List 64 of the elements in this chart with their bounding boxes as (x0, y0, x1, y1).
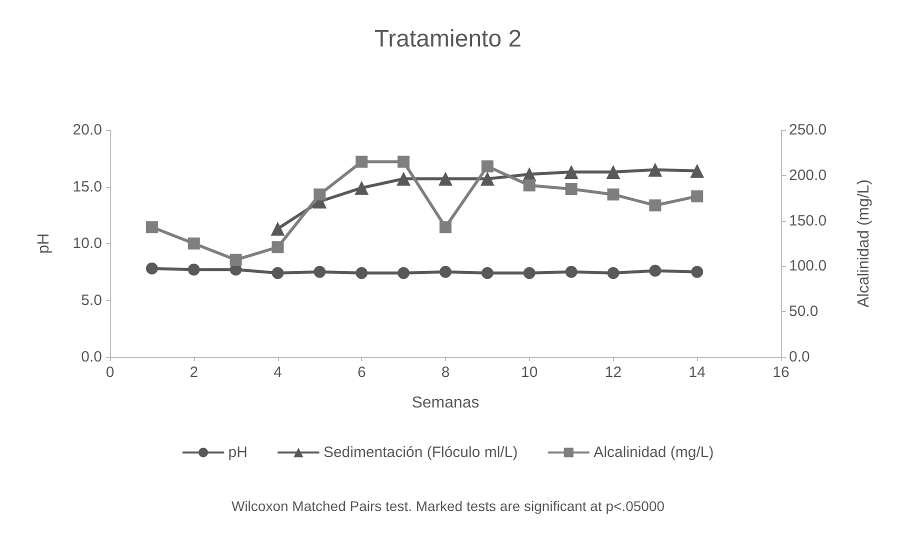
point (480, 172, 494, 186)
point (230, 254, 242, 266)
y-tick-label: 15.0 (72, 178, 102, 196)
x-tick-label: 0 (106, 364, 114, 381)
x-tick-label: 4 (274, 364, 282, 381)
text: Wilcoxon Matched Pairs test. Marked tests are significant at p<.05000 (231, 498, 665, 514)
point (691, 190, 704, 202)
point (396, 172, 411, 186)
y2-tick-label: 50.0 (789, 303, 818, 320)
x-tick-label: 16 (772, 364, 790, 381)
point (481, 160, 494, 172)
point (270, 222, 285, 236)
point (649, 264, 662, 277)
x-tick-label: 14 (688, 364, 706, 381)
point (146, 221, 158, 234)
point (648, 162, 662, 177)
y-tick-label: 5.0 (81, 292, 102, 309)
point (565, 266, 578, 278)
point (606, 164, 620, 179)
point (272, 267, 284, 280)
point (356, 267, 368, 280)
y-tick-label: 10.0 (72, 235, 102, 252)
point (188, 264, 200, 276)
legend-label: Alcalinidad (mg/L) (594, 444, 714, 461)
x-tick-label: 6 (357, 364, 366, 381)
point (398, 267, 410, 280)
y-tick-label: 20.0 (72, 122, 102, 138)
x-axis-title: Semanas (412, 394, 480, 412)
point (649, 199, 662, 212)
point (565, 183, 578, 196)
y2-tick-label: 150.0 (789, 212, 827, 230)
y2-tick-label: 200.0 (789, 166, 827, 184)
point (314, 266, 326, 278)
point (523, 179, 536, 192)
point (438, 172, 452, 186)
point (398, 156, 410, 168)
y-axis-title: pH (36, 233, 52, 254)
point (691, 266, 704, 278)
y2-tick-label: 100.0 (789, 258, 827, 275)
y2-axis-title: Alcalinidad (mg/L) (856, 179, 872, 308)
x-tick-label: 8 (441, 364, 450, 381)
x-tick-label: 10 (521, 364, 538, 381)
point (188, 238, 200, 250)
y-tick-label: 0.0 (81, 348, 102, 366)
point (690, 164, 704, 178)
point (607, 267, 620, 280)
x-tick-label: 12 (604, 364, 622, 381)
point (523, 267, 536, 280)
point (481, 267, 494, 280)
point (564, 164, 578, 179)
y2-tick-label: 0.0 (789, 348, 810, 366)
point (146, 262, 158, 274)
point (272, 241, 284, 254)
legend-label: pH (228, 444, 248, 461)
y2-tick-label: 250.0 (789, 122, 827, 138)
point (607, 188, 620, 200)
point (314, 188, 326, 200)
point (354, 180, 369, 195)
legend-label: Sedimentación (Flóculo ml/L) (323, 444, 518, 461)
point (356, 156, 368, 168)
chart-title: Tratamiento 2 (374, 26, 522, 52)
point (440, 266, 452, 278)
x-tick-label: 2 (190, 364, 198, 381)
point (440, 221, 452, 234)
